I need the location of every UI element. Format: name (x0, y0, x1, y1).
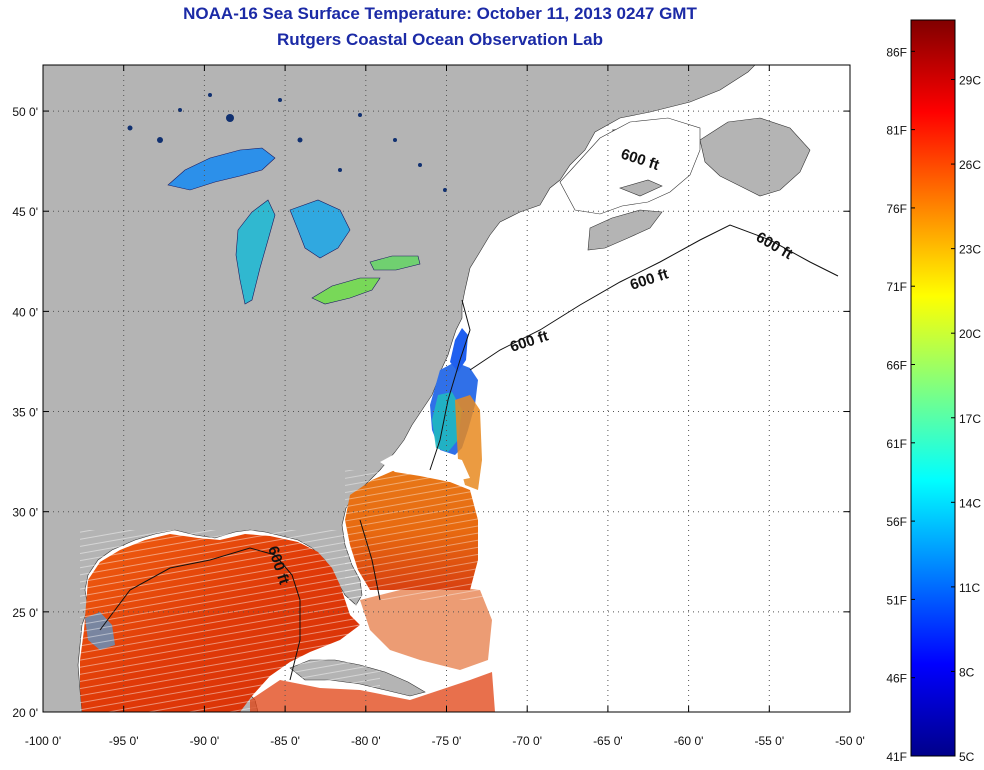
colorbar-f-label: 46F (886, 672, 907, 686)
lat-tick-label: 45 0' (12, 205, 38, 219)
lake-superior (167, 147, 276, 191)
colorbar-c-label: 26C (959, 158, 981, 172)
colorbar-f-label: 61F (886, 437, 907, 451)
cloud-gap-carolina (380, 450, 470, 482)
lat-tick-label: 30 0' (12, 506, 38, 520)
lon-tick-label: -50 0' (835, 734, 865, 748)
lon-tick-label: -75 0' (432, 734, 462, 748)
lon-tick-label: -70 0' (512, 734, 542, 748)
colorbar-f-label: 81F (886, 124, 907, 138)
colorbar-gradient (910, 19, 956, 757)
lake-erie (311, 277, 381, 305)
colorbar-f-label: 41F (886, 750, 907, 764)
lat-tick-label: 40 0' (12, 305, 38, 319)
ocean-gulf-st-lawrence (559, 117, 701, 215)
map-axes: -100 0' -95 0' -90 0' -85 0' -80 0' -75 0' -70… (12, 65, 865, 748)
lon-tick-label: -60 0' (674, 734, 704, 748)
colorbar-f-label: 71F (886, 280, 907, 294)
colorbar-c-label: 5C (959, 750, 975, 764)
lon-tick-label: -80 0' (351, 734, 381, 748)
colorbar-c-label: 8C (959, 665, 975, 679)
colorbar-c-label: 20C (959, 327, 981, 341)
sst-ny-bight (450, 328, 468, 372)
page-title: NOAA-16 Sea Surface Temperature: October… (183, 4, 697, 23)
lon-tick-label: -55 0' (754, 734, 784, 748)
land-pei (619, 179, 663, 197)
isobath-600ft (99, 224, 839, 681)
lon-tick-label: -65 0' (593, 734, 623, 748)
sst-caribbean (250, 672, 495, 712)
sst-bahamas (360, 585, 492, 670)
lake-huron (289, 199, 351, 259)
colorbar-f-label: 86F (886, 45, 907, 59)
colorbar-c-label: 14C (959, 496, 981, 510)
land-newfoundland (699, 117, 811, 197)
lon-tick-label: -100 0' (25, 734, 61, 748)
colorbar-f-label: 66F (886, 359, 907, 373)
colorbar-c-label: 17C (959, 412, 981, 426)
lon-tick-label: -90 0' (190, 734, 220, 748)
colorbar-c-label: 11C (959, 581, 980, 595)
lat-tick-label: 25 0' (12, 606, 38, 620)
lon-tick-label: -85 0' (270, 734, 300, 748)
lake-michigan (235, 199, 276, 305)
lon-tick-label: -95 0' (109, 734, 139, 748)
colorbar-c-label: 23C (959, 243, 981, 257)
page-subtitle: Rutgers Coastal Ocean Observation Lab (277, 30, 603, 49)
lake-ontario (369, 255, 421, 271)
lat-tick-label: 20 0' (12, 706, 38, 720)
land-nova-scotia (587, 209, 663, 251)
colorbar-f-label: 51F (886, 593, 907, 607)
colorbar-f-label: 56F (886, 515, 907, 529)
colorbar-c-label: 29C (959, 74, 981, 88)
lat-tick-label: 35 0' (12, 406, 38, 420)
sst-mid-atlantic-teal (432, 392, 462, 452)
colorbar-f-label: 76F (886, 202, 907, 216)
lat-tick-label: 50 0' (12, 105, 38, 119)
small-lakes (127, 93, 447, 192)
